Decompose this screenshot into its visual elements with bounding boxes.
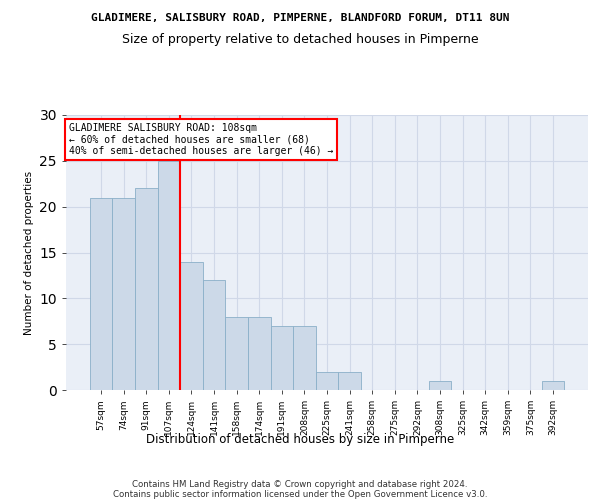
Bar [226, 316, 248, 390]
Text: Distribution of detached houses by size in Pimperne: Distribution of detached houses by size … [146, 432, 454, 446]
Text: Size of property relative to detached houses in Pimperne: Size of property relative to detached ho… [122, 32, 478, 46]
Bar [180, 262, 203, 390]
Bar [271, 326, 293, 390]
Bar [316, 372, 338, 390]
Text: Contains HM Land Registry data © Crown copyright and database right 2024.
Contai: Contains HM Land Registry data © Crown c… [113, 480, 487, 500]
Bar [428, 381, 451, 390]
Bar [338, 372, 361, 390]
Y-axis label: Number of detached properties: Number of detached properties [24, 170, 34, 334]
Bar [90, 198, 112, 390]
Bar [135, 188, 158, 390]
Bar [248, 316, 271, 390]
Bar [112, 198, 135, 390]
Bar [203, 280, 226, 390]
Bar [293, 326, 316, 390]
Bar [158, 161, 180, 390]
Bar [542, 381, 564, 390]
Text: GLADIMERE SALISBURY ROAD: 108sqm
← 60% of detached houses are smaller (68)
40% o: GLADIMERE SALISBURY ROAD: 108sqm ← 60% o… [68, 123, 333, 156]
Text: GLADIMERE, SALISBURY ROAD, PIMPERNE, BLANDFORD FORUM, DT11 8UN: GLADIMERE, SALISBURY ROAD, PIMPERNE, BLA… [91, 12, 509, 22]
